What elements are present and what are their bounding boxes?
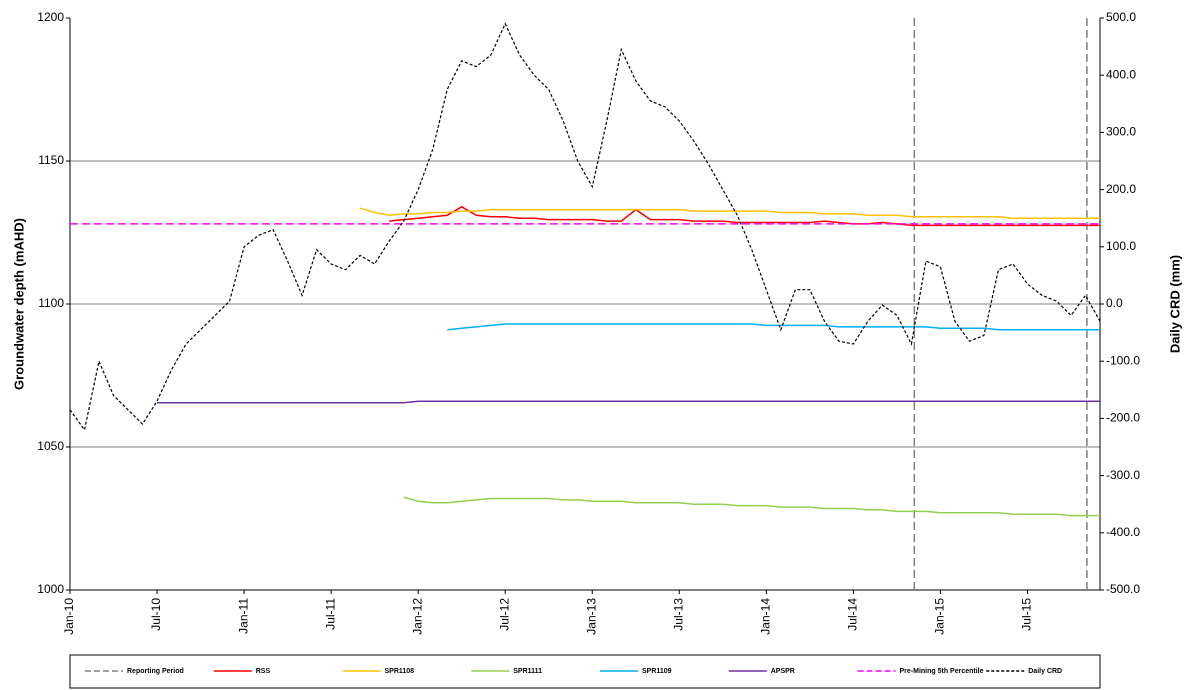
x-tick-label: Jul-11 (323, 598, 337, 630)
legend-label: Pre-Mining 5th Percentile (900, 668, 984, 675)
y-tick-label: 1200 (37, 10, 64, 24)
y2-tick-label: -300.0 (1106, 468, 1140, 482)
y-tick-label: 1100 (38, 296, 64, 310)
y2-tick-label: 400.0 (1106, 67, 1136, 81)
x-tick-label: Jul-13 (671, 598, 685, 631)
legend-label: SPR1111 (513, 668, 542, 675)
y-tick-label: 1000 (37, 582, 64, 596)
legend-label: SPR1109 (642, 668, 672, 675)
legend-label: Reporting Period (127, 668, 184, 675)
legend-label: SPR1108 (385, 668, 415, 675)
legend-box (69, 654, 1101, 689)
x-tick-label: Jul-10 (149, 598, 163, 631)
y2-tick-label: -200.0 (1106, 411, 1140, 425)
y2-tick-label: -500.0 (1106, 582, 1140, 596)
x-tick-label: Jul-15 (1020, 598, 1034, 631)
series-line (403, 496, 1100, 517)
x-tick-label: Jan-15 (933, 598, 947, 635)
x-tick-label: Jul-12 (497, 598, 511, 631)
series-line (447, 323, 1100, 331)
legend-label: APSPR (771, 668, 795, 675)
x-tick-label: Jan-11 (236, 598, 250, 634)
legend-label: RSS (256, 668, 271, 675)
y2-tick-label: -400.0 (1106, 525, 1140, 539)
x-tick-label: Jan-13 (584, 598, 598, 635)
x-tick-label: Jan-12 (410, 598, 424, 635)
x-tick-label: Jul-14 (846, 598, 860, 631)
x-tick-label: Jan-10 (62, 598, 76, 635)
legend-label: Daily CRD (1028, 668, 1062, 675)
series-line (69, 22, 1101, 432)
series-line (359, 207, 1100, 219)
y-axis-label: Groundwater depth (mAHD) (11, 218, 26, 390)
y2-tick-label: 200.0 (1106, 182, 1136, 196)
y-tick-label: 1050 (37, 439, 64, 453)
y2-tick-label: -100.0 (1106, 353, 1140, 367)
x-tick-label: Jan-14 (759, 598, 773, 635)
series-line (157, 400, 1100, 404)
y2-tick-label: 0.0 (1106, 296, 1123, 310)
y2-tick-label: 300.0 (1106, 125, 1136, 139)
y-tick-label: 1150 (38, 153, 64, 167)
y2-tick-label: 100.0 (1106, 239, 1136, 253)
y2-axis-label: Daily CRD (mm) (1167, 255, 1182, 353)
y2-tick-label: 500.0 (1106, 10, 1136, 24)
series-line (389, 205, 1100, 227)
